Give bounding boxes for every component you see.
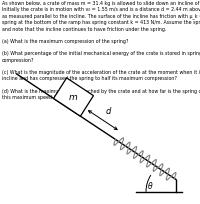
Polygon shape [54, 78, 93, 116]
Text: m: m [69, 93, 78, 102]
Text: As shown below, a crate of mass m = 31.4 kg is allowed to slide down an incline : As shown below, a crate of mass m = 31.4… [2, 1, 200, 100]
Text: d: d [106, 107, 111, 116]
Text: $\theta$: $\theta$ [147, 180, 154, 191]
